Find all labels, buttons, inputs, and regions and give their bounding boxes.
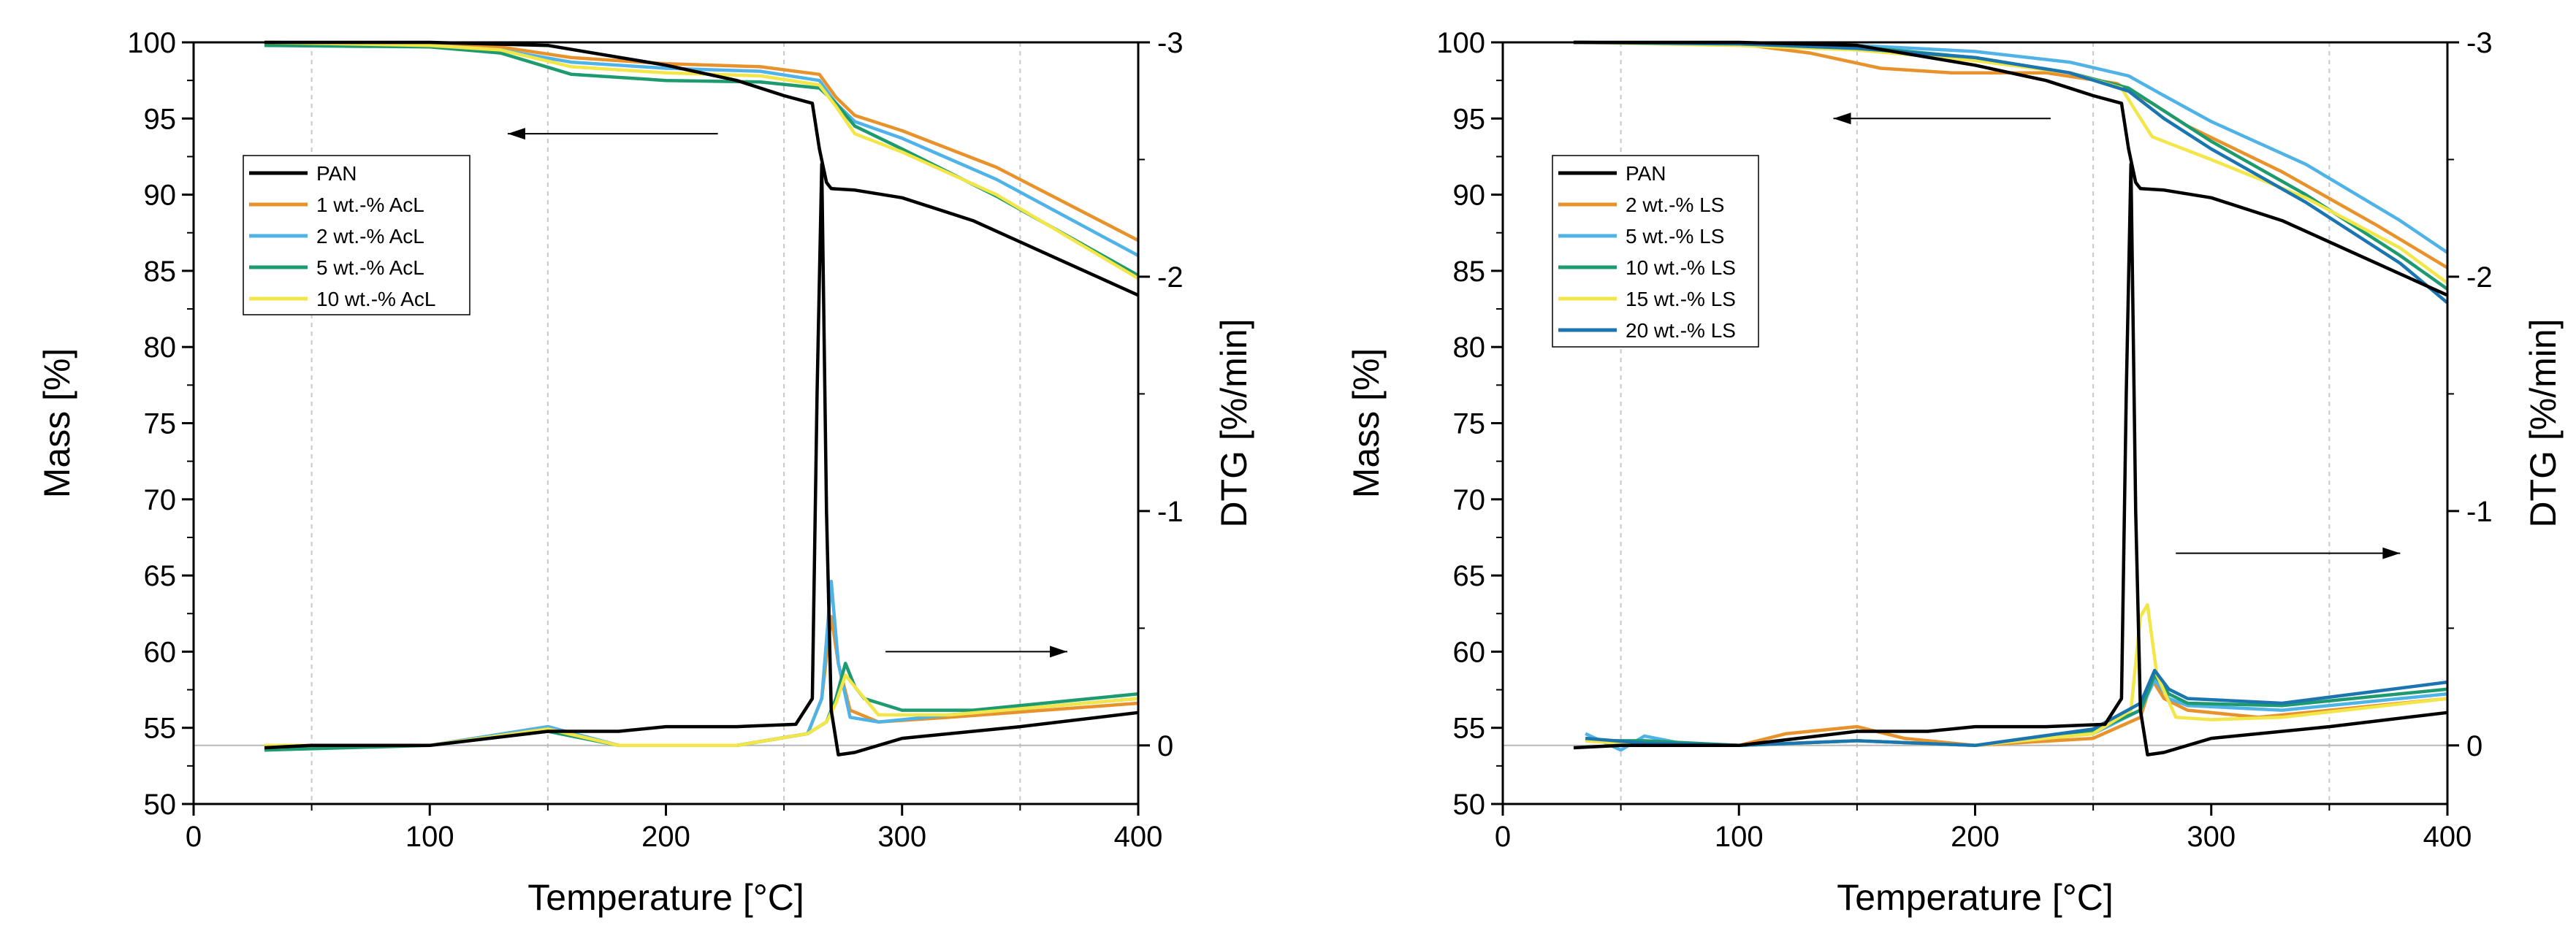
dtg-series-pan — [264, 162, 1139, 757]
y-tick-label-left: 85 — [144, 256, 177, 288]
legend: PAN 1 wt.-% AcL 2 wt.-% AcL 5 wt.-% AcL 10 w… — [243, 155, 470, 315]
y-axis-title-right: DTG [%/min] — [1213, 318, 1254, 527]
y-tick-label-left: 60 — [1453, 636, 1486, 668]
y-tick-label-left: 80 — [144, 332, 177, 364]
x-tick-label: 400 — [2423, 821, 2472, 853]
y-tick-label-left: 100 — [127, 27, 176, 59]
x-tick-label: 0 — [1495, 821, 1511, 853]
y-tick-label-left: 75 — [1453, 408, 1486, 440]
y-tick-label-left: 50 — [144, 789, 177, 821]
y-tick-label-right: -2 — [2466, 261, 2493, 294]
y-tick-label-right: 0 — [1157, 730, 1173, 762]
left-panel: 0 100 200 300 400 50 55 60 65 70 75 80 85 90 95 100 -3 -2… — [37, 27, 1254, 918]
y-tick-label-left: 85 — [1453, 256, 1486, 288]
arrow-head — [1050, 646, 1068, 658]
mass-series-10-wt-acl — [264, 40, 1140, 280]
y-tick-label-left: 65 — [144, 560, 177, 592]
legend-box — [1552, 155, 1759, 348]
y-axis-title-right: DTG [%/min] — [2523, 318, 2564, 527]
y-tick-label-left: 70 — [1453, 484, 1486, 516]
legend-label: 5 wt.-% AcL — [316, 256, 424, 279]
mass-series-1-wt-acl — [264, 40, 1140, 242]
y-tick-label-left: 55 — [144, 713, 177, 745]
mass-series-pan — [1574, 40, 2448, 297]
arrow-head — [507, 128, 525, 140]
legend-label: 10 wt.-% AcL — [316, 288, 435, 310]
mass-series-pan — [264, 40, 1139, 297]
mass-series-5-wt-acl — [264, 43, 1140, 277]
legend-label: 1 wt.-% AcL — [316, 194, 424, 216]
x-tick-label: 100 — [405, 821, 454, 853]
mass-series-20-wt-ls — [1573, 40, 2449, 305]
y-tick-label-left: 50 — [1453, 789, 1486, 821]
arrow-left — [1833, 112, 2051, 125]
y-tick-label-left: 100 — [1436, 27, 1485, 59]
legend-label: 20 wt.-% LS — [1626, 319, 1736, 342]
dtg-series-10-wt-acl — [264, 673, 1139, 748]
legend-label: 5 wt.-% LS — [1626, 225, 1724, 248]
x-tick-label: 200 — [1951, 821, 2000, 853]
legend-label: 15 wt.-% LS — [1626, 288, 1736, 310]
legend-label: 2 wt.-% AcL — [316, 225, 424, 248]
y-tick-label-left: 90 — [144, 180, 177, 212]
arrow-right — [2176, 547, 2401, 559]
y-tick-label-right: -1 — [2466, 496, 2493, 528]
dtg-series-pan — [1573, 162, 2448, 757]
y-axis-title-left: Mass [%] — [1346, 348, 1387, 499]
right-panel: 0 100 200 300 400 50 55 60 65 70 75 80 85 90 95 100 -3 -2… — [1346, 27, 2564, 918]
x-tick-label: 200 — [641, 821, 690, 853]
arrow-left — [507, 128, 718, 140]
y-tick-label-left: 90 — [1453, 180, 1486, 212]
y-tick-label-left: 65 — [1453, 560, 1486, 592]
y-tick-label-right: -3 — [2466, 27, 2493, 59]
legend-label: PAN — [316, 162, 357, 185]
y-tick-label-left: 70 — [144, 484, 177, 516]
legend: PAN 2 wt.-% LS 5 wt.-% LS 10 wt.-% LS 15 wt.… — [1552, 155, 1759, 348]
legend-label: 10 wt.-% LS — [1626, 256, 1736, 279]
x-axis-title: Temperature [°C] — [1837, 877, 2113, 918]
y-tick-label-right: -1 — [1157, 496, 1184, 528]
y-tick-label-left: 55 — [1453, 713, 1486, 745]
y-tick-label-right: 0 — [2466, 730, 2482, 762]
arrow-head — [2382, 547, 2401, 559]
y-tick-label-left: 80 — [1453, 332, 1486, 364]
x-tick-label: 0 — [186, 821, 202, 853]
y-tick-label-left: 95 — [144, 103, 177, 135]
dtg-series-5-wt-acl — [264, 662, 1139, 752]
dtg-series-15-wt-ls — [1585, 602, 2448, 748]
arrow-head — [1833, 112, 1851, 125]
y-tick-label-left: 75 — [144, 408, 177, 440]
y-tick-label-right: -2 — [1157, 261, 1184, 294]
x-tick-label: 400 — [1114, 821, 1163, 853]
dtg-series-2-wt-acl — [264, 579, 1139, 748]
x-axis-title: Temperature [°C] — [527, 877, 804, 918]
y-tick-label-left: 60 — [144, 636, 177, 668]
x-tick-label: 100 — [1715, 821, 1764, 853]
y-axis-title-left: Mass [%] — [37, 348, 77, 499]
x-tick-label: 300 — [2187, 821, 2236, 853]
y-tick-label-left: 95 — [1453, 103, 1486, 135]
x-tick-label: 300 — [877, 821, 926, 853]
arrow-right — [885, 646, 1068, 658]
legend-label: PAN — [1626, 162, 1666, 185]
legend-label: 2 wt.-% LS — [1626, 194, 1724, 216]
y-tick-label-right: -3 — [1157, 27, 1184, 59]
